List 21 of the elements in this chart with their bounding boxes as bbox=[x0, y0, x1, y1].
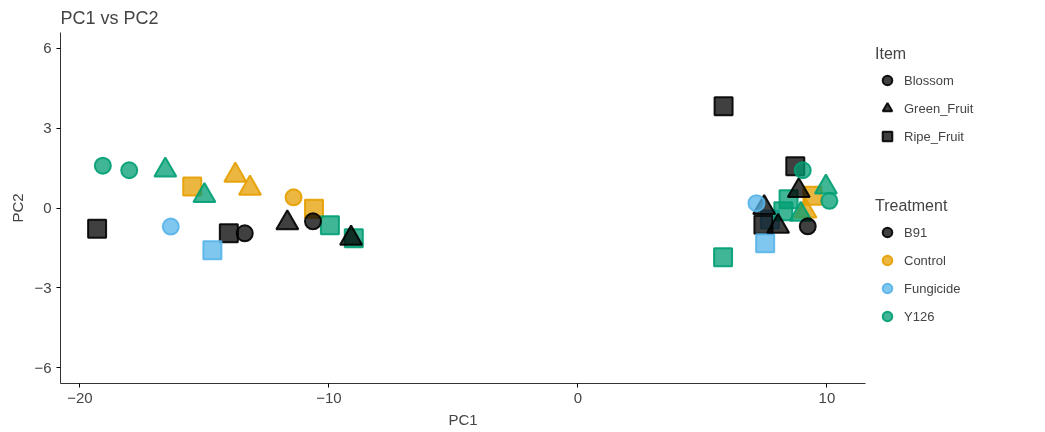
x-tick-label: 10 bbox=[818, 388, 836, 406]
legend-label: Control bbox=[904, 251, 946, 270]
legend-label: Fungicide bbox=[904, 279, 961, 298]
y-tick-label: −3 bbox=[34, 278, 52, 296]
legend-label: B91 bbox=[904, 223, 928, 242]
y-axis-title: PC2 bbox=[9, 193, 27, 223]
text: Item bbox=[875, 45, 907, 62]
x-tick-label: 0 bbox=[573, 388, 583, 406]
y-tick-label: 0 bbox=[43, 199, 52, 216]
chart-title: PC1 vs PC2 bbox=[60, 7, 159, 28]
legend-label: Ripe_Fruit bbox=[904, 127, 964, 146]
y-tick-label: 6 bbox=[43, 39, 52, 57]
legend-label: Green_Fruit bbox=[904, 99, 974, 118]
y-tick-label: −6 bbox=[34, 358, 52, 376]
x-tick-label: −10 bbox=[316, 388, 342, 406]
y-tick-label: 3 bbox=[43, 119, 52, 137]
text: Treatment bbox=[875, 197, 948, 214]
x-axis-title: PC1 bbox=[448, 410, 478, 428]
legend-label: Y126 bbox=[904, 307, 935, 326]
x-tick-label: −20 bbox=[67, 388, 93, 406]
legend-label: Blossom bbox=[904, 71, 954, 90]
